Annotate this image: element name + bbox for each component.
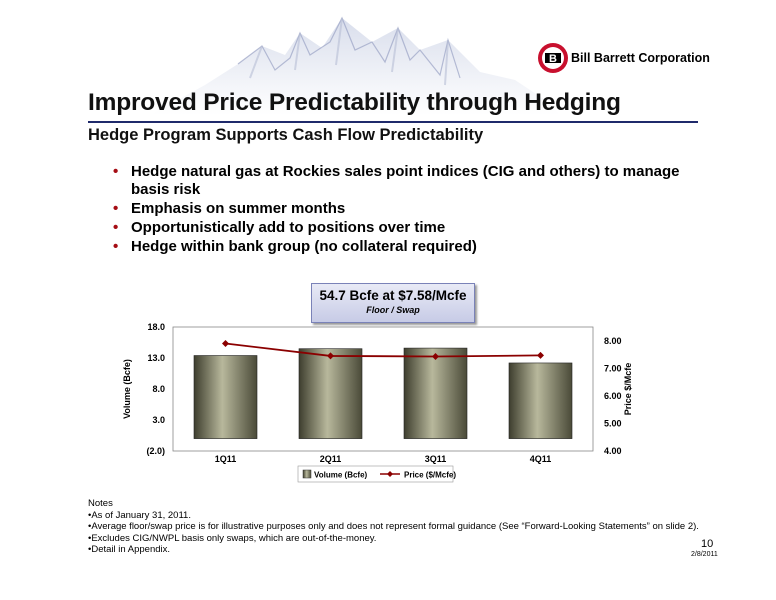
bullet-icon: • xyxy=(113,219,119,236)
price-line xyxy=(225,342,541,358)
y-tick-label: 3.0 xyxy=(152,415,165,425)
legend-diamond-marker xyxy=(387,471,393,477)
y2-tick-label: 7.00 xyxy=(604,363,622,373)
y-axis-label: Volume (Bcfe) xyxy=(122,359,132,419)
mountain-banner-image xyxy=(150,16,560,115)
x-tick-label: 3Q11 xyxy=(425,454,447,464)
bullet-item: • Hedge natural gas at Rockies sales poin… xyxy=(113,163,680,198)
price-point-4Q11 xyxy=(537,351,544,359)
y-tick-label: 18.0 xyxy=(147,322,165,332)
svg-text:B: B xyxy=(549,53,557,65)
note-item: •Detail in Appendix. xyxy=(88,544,171,555)
bullet-item: • Hedge within bank group (no collateral … xyxy=(113,238,477,255)
bullet-list: • Hedge natural gas at Rockies sales poin… xyxy=(113,163,693,257)
notes-heading: Notes xyxy=(88,498,113,509)
page-number: 10 xyxy=(701,538,714,550)
bar-volume-3Q11 xyxy=(403,347,468,439)
note-item: •Excludes CIG/NWPL basis only swaps, whi… xyxy=(88,532,377,544)
footer-date: 2/8/2011 xyxy=(691,551,718,558)
y2-tick-label: 6.00 xyxy=(604,391,622,401)
callout-main-text: 54.7 Bcfe at $7.58/Mcfe xyxy=(319,288,467,303)
hedge-volume-price-chart: (2.0) 3.0 8.0 13.0 18.0 4.00 5.00 6.00 7.00 8.00… xyxy=(122,322,633,483)
y-tick-label: 8.0 xyxy=(152,384,165,394)
hedge-summary-callout: 54.7 Bcfe at $7.58/Mcfe Floor / Swap xyxy=(311,283,475,323)
bullet-icon: • xyxy=(113,200,119,217)
price-point-1Q11 xyxy=(222,340,229,348)
bullet-icon: • xyxy=(113,238,119,255)
y2-tick-label: 5.00 xyxy=(604,418,622,428)
price-point-2Q11 xyxy=(327,352,334,360)
x-tick-label: 2Q11 xyxy=(320,454,342,464)
notes-section: Notes •As of January 31, 2011. •Average … xyxy=(88,498,699,556)
bullet-item: • Emphasis on summer months xyxy=(113,200,346,217)
note-item: •As of January 31, 2011. xyxy=(88,509,191,521)
y-tick-label: 13.0 xyxy=(147,353,165,363)
company-name: Bill Barrett Corporation xyxy=(571,51,710,65)
legend-bar-swatch xyxy=(302,469,312,479)
y2-tick-label: 4.00 xyxy=(604,446,622,456)
price-point-3Q11 xyxy=(432,352,439,360)
x-tick-label: 4Q11 xyxy=(530,454,552,464)
page-title: Improved Price Predictability through He… xyxy=(88,89,621,116)
y2-tick-label: 8.00 xyxy=(604,336,622,346)
legend-price-label: Price ($/Mcfe) xyxy=(404,471,456,480)
bullet-item: • Opportunistically add to positions over… xyxy=(113,219,446,236)
y-tick-label: (2.0) xyxy=(146,446,165,456)
bar-volume-4Q11 xyxy=(508,362,573,439)
title-divider xyxy=(88,121,698,123)
logo-b-icon: B xyxy=(538,43,568,73)
bar-volume-1Q11 xyxy=(193,355,258,439)
y2-axis-label: Price $/Mcfe xyxy=(623,363,633,416)
bar-volume-2Q11 xyxy=(298,348,363,439)
callout-sub-text: Floor / Swap xyxy=(366,305,420,315)
chart-legend: Volume (Bcfe) Price ($/Mcfe) xyxy=(297,465,456,483)
note-item: •Average floor/swap price is for illustr… xyxy=(88,521,699,532)
page-subtitle: Hedge Program Supports Cash Flow Predict… xyxy=(88,126,484,144)
legend-volume-label: Volume (Bcfe) xyxy=(314,471,368,480)
bullet-icon: • xyxy=(113,163,119,180)
x-tick-label: 1Q11 xyxy=(215,454,237,464)
company-logo: B Bill Barrett Corporation xyxy=(537,42,727,76)
